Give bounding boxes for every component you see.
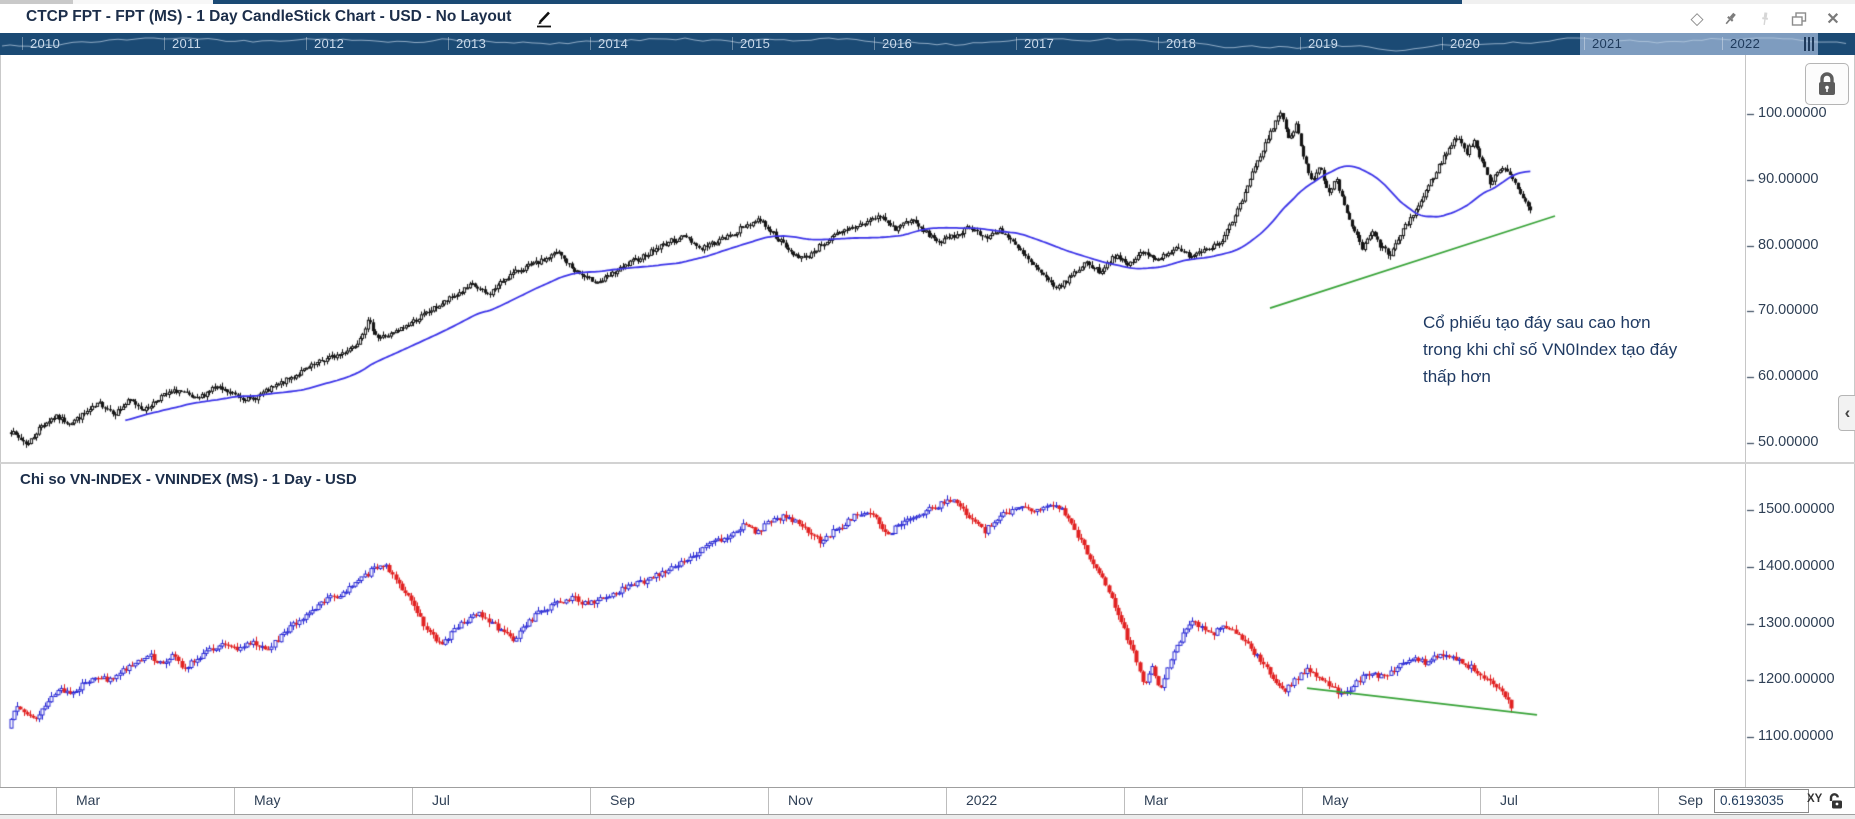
- price-tick-label: 80.00000: [1758, 236, 1819, 253]
- annotation-line: Cổ phiếu tạo đáy sau cao hơn: [1423, 313, 1651, 332]
- chart-annotation-text[interactable]: Cổ phiếu tạo đáy sau cao hơn trong khi c…: [1423, 309, 1753, 390]
- time-axis-label: Mar: [1144, 792, 1169, 808]
- indicator-value-box[interactable]: 0.6193035: [1714, 789, 1809, 813]
- axis-separator: [234, 788, 235, 814]
- axis-separator: [590, 788, 591, 814]
- time-axis-label: Sep: [1678, 792, 1703, 808]
- annotation-line: trong khi chỉ số VN0Index tạo đáy: [1423, 340, 1678, 359]
- chevron-left-icon: ‹: [1844, 403, 1851, 422]
- time-axis-label: Jul: [432, 792, 450, 808]
- time-axis-label: May: [1322, 792, 1349, 808]
- collapse-axis-button[interactable]: ‹: [1838, 395, 1855, 431]
- price-tick-label: 1100.00000: [1758, 728, 1834, 744]
- price-tick-label: 70.00000: [1758, 302, 1819, 319]
- price-tick-label: 1200.00000: [1758, 671, 1835, 688]
- axis-separator: [1302, 788, 1303, 814]
- xy-scale-button[interactable]: XY: [1807, 793, 1823, 805]
- time-axis-label: Mar: [76, 792, 101, 808]
- axis-separator: [56, 788, 57, 814]
- price-tick-label: 90.00000: [1758, 170, 1819, 187]
- price-tick-label: 1500.00000: [1758, 501, 1835, 517]
- time-axis-label: Sep: [610, 792, 635, 808]
- scale-lock-button[interactable]: [1805, 63, 1849, 105]
- annotation-line: thấp hơn: [1423, 367, 1491, 386]
- price-tick-label: 1300.00000: [1758, 614, 1835, 631]
- time-axis-label: Jul: [1500, 792, 1518, 808]
- price-tick-label: 100.00000: [1758, 105, 1827, 121]
- price-axis-border: [1745, 55, 1746, 787]
- price-tick-label: 60.00000: [1758, 368, 1819, 385]
- time-axis-label: Nov: [788, 792, 813, 808]
- axis-separator: [412, 788, 413, 814]
- axis-separator: [1480, 788, 1481, 814]
- time-axis-row: 0.6193035 XY Mar May Jul Sep Nov 2022 Mar May Ju…: [0, 787, 1855, 815]
- pane-divider[interactable]: [0, 462, 1855, 464]
- axis-separator: [1124, 788, 1125, 814]
- axis-separator: [946, 788, 947, 814]
- pane2-title: Chi so VN-INDEX - VNINDEX (MS) - 1 Day -…: [20, 471, 357, 488]
- time-axis-label: May: [254, 792, 281, 808]
- lock-icon: [1819, 71, 1835, 95]
- axis-separator: [768, 788, 769, 814]
- axis-separator: [1658, 788, 1659, 814]
- xy-unlock-icon[interactable]: [1827, 792, 1844, 809]
- price-tick-label: 50.00000: [1758, 434, 1819, 450]
- price-tick-label: 1400.00000: [1758, 557, 1835, 574]
- time-axis-label: 2022: [966, 792, 998, 808]
